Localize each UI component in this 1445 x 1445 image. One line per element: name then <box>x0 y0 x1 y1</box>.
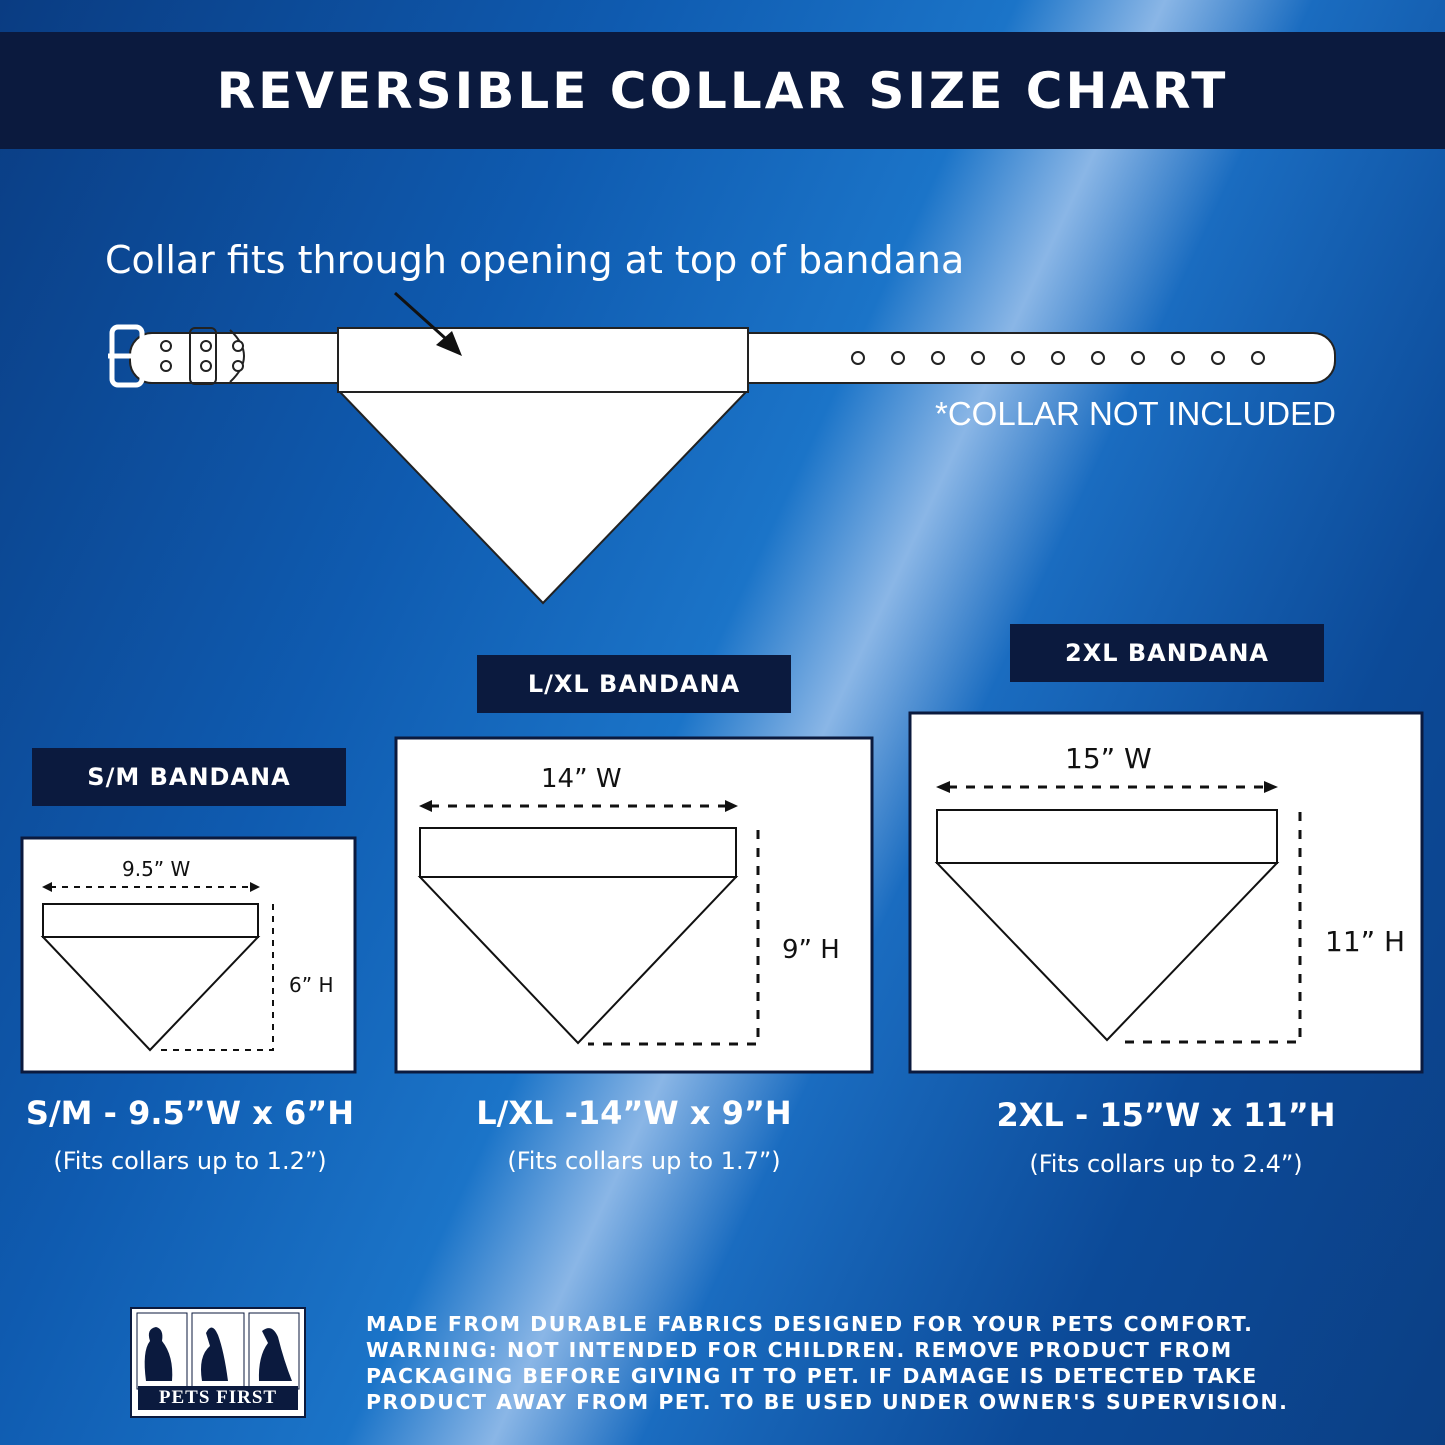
2xl-height: 11” H <box>1325 925 1406 958</box>
dog-silhouettes-icon <box>136 1312 300 1390</box>
collar-hole <box>1131 351 1145 365</box>
collar-illustration <box>108 291 1336 605</box>
collar-hole <box>931 351 945 365</box>
2xl-fits: (Fits collars up to 2.4”) <box>1029 1150 1303 1178</box>
collar-hole <box>1051 351 1065 365</box>
collar-hole <box>1211 351 1225 365</box>
collar-hole <box>851 351 865 365</box>
collar-hole <box>891 351 905 365</box>
sm-height: 6” H <box>289 973 334 997</box>
header-banner: REVERSIBLE COLLAR SIZE CHART <box>0 32 1445 149</box>
collar-not-included-note: *COLLAR NOT INCLUDED <box>935 395 1336 432</box>
lxl-fits: (Fits collars up to 1.7”) <box>507 1147 781 1175</box>
sm-width: 9.5” W <box>122 857 191 881</box>
size-label-lxl: L/XL BANDANA <box>477 655 791 713</box>
footer-line: MADE FROM DURABLE FABRICS DESIGNED FOR Y… <box>366 1312 1254 1336</box>
pets-first-logo: PETS FIRST <box>130 1307 306 1418</box>
lxl-summary: L/XL -14”W x 9”H <box>476 1094 792 1132</box>
lxl-width: 14” W <box>541 764 622 794</box>
sm-fits: (Fits collars up to 1.2”) <box>53 1147 327 1175</box>
lxl-height: 9” H <box>782 935 840 965</box>
2xl-width: 15” W <box>1065 742 1152 775</box>
size-label-sm: S/M BANDANA <box>32 748 346 806</box>
page-title: REVERSIBLE COLLAR SIZE CHART <box>216 61 1229 120</box>
collar-hole <box>1171 351 1185 365</box>
footer-line: PRODUCT AWAY FROM PET. TO BE USED UNDER … <box>366 1390 1289 1414</box>
2xl-summary: 2XL - 15”W x 11”H <box>996 1096 1336 1134</box>
footer-line: PACKAGING BEFORE GIVING IT TO PET. IF DA… <box>366 1364 1258 1388</box>
footer-warning: MADE FROM DURABLE FABRICS DESIGNED FOR Y… <box>366 1311 1316 1415</box>
size-label-2xl: 2XL BANDANA <box>1010 624 1324 682</box>
collar-hole <box>1091 351 1105 365</box>
collar-hole <box>1011 351 1025 365</box>
logo-text: PETS FIRST <box>138 1386 298 1410</box>
collar-caption: Collar fits through opening at top of ba… <box>105 238 965 282</box>
collar-hole <box>971 351 985 365</box>
footer-line: WARNING: NOT INTENDED FOR CHILDREN. REMO… <box>366 1338 1233 1362</box>
collar-hole <box>1251 351 1265 365</box>
sm-summary: S/M - 9.5”W x 6”H <box>25 1094 355 1132</box>
